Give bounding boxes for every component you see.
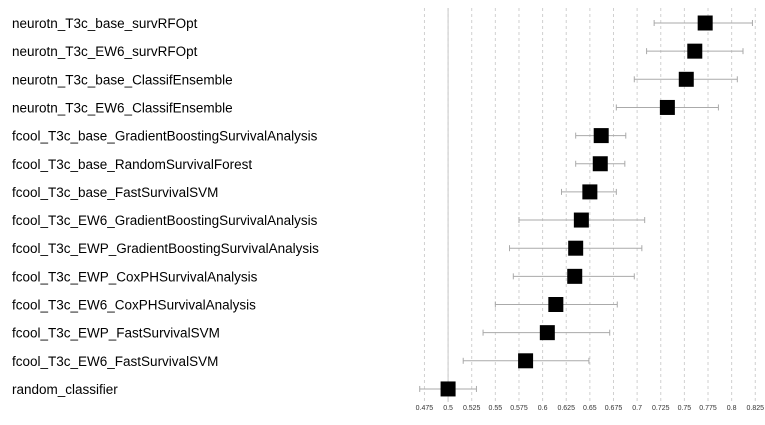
x-tick-label: 0.575 [510,405,528,412]
point-estimate-marker [568,240,584,256]
x-tick-label: 0.475 [416,405,434,412]
row-label: neurotn_T3c_EW6_survRFOpt [12,44,198,59]
x-tick-label: 0.75 [678,405,692,412]
point-estimate-marker [659,99,675,115]
confidence-intervals [419,20,753,392]
point-estimate-marker [593,128,609,144]
x-tick-label: 0.625 [557,405,575,412]
point-estimate-marker [687,43,703,59]
grid-lines [423,8,756,402]
point-estimate-marker [582,184,598,200]
x-tick-label: 0.6 [538,405,548,412]
row-label: fcool_T3c_EW6_CoxPHSurvivalAnalysis [12,298,256,313]
x-tick-label: 0.675 [605,405,623,412]
x-tick-label: 0.525 [463,405,481,412]
point-estimate-marker [518,353,534,369]
point-estimate-marker [573,212,589,228]
point-estimate-marker [697,15,713,31]
x-tick-label: 0.725 [652,405,670,412]
row-label: random_classifier [12,382,118,397]
row-label: fcool_T3c_EWP_FastSurvivalSVM [12,326,220,341]
x-tick-label: 0.5 [443,405,453,412]
point-estimate-marker [592,156,608,172]
row-label: fcool_T3c_base_RandomSurvivalForest [12,157,252,172]
row-labels: neurotn_T3c_base_survRFOpt neurotn_T3c_EW… [12,16,319,397]
point-estimate-marker [539,325,555,341]
point-estimate-marker [567,268,583,284]
point-estimate-marker [678,71,694,87]
row-label: neurotn_T3c_base_survRFOpt [12,16,198,31]
point-estimate-marker [548,297,564,312]
x-tick-label: 0.55 [489,405,503,412]
x-axis-tick-labels: 0.475 0.5 0.525 0.55 0.575 0.6 0.625 0.65 0.675 0… [416,405,764,412]
x-tick-label: 0.775 [699,405,717,412]
row-label: fcool_T3c_base_FastSurvivalSVM [12,185,218,200]
row-label: fcool_T3c_EWP_GradientBoostingSurvivalAn… [12,241,319,256]
row-label: neurotn_T3c_base_ClassifEnsemble [12,72,233,87]
row-label: fcool_T3c_EWP_CoxPHSurvivalAnalysis [12,269,258,284]
row-label: fcool_T3c_EW6_FastSurvivalSVM [12,354,218,369]
x-tick-label: 0.7 [632,405,642,412]
point-estimates [440,15,713,397]
point-estimate-marker [440,381,456,397]
x-tick-label: 0.65 [583,405,597,412]
row-label: fcool_T3c_EW6_GradientBoostingSurvivalAn… [12,213,318,228]
row-label: neurotn_T3c_EW6_ClassifEnsemble [12,100,233,115]
x-tick-label: 0.825 [747,405,765,412]
row-label: fcool_T3c_base_GradientBoostingSurvivalA… [12,129,318,144]
x-tick-label: 0.8 [727,405,737,412]
